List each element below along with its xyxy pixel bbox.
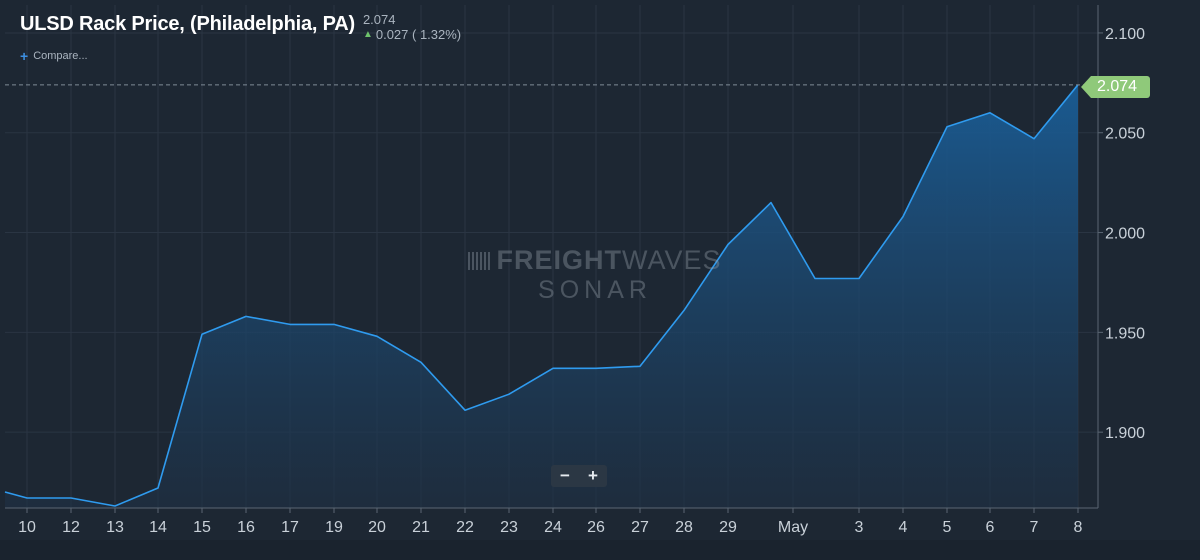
last-price-tag: 2.074 <box>1081 76 1150 98</box>
y-tick-label: 2.100 <box>1105 26 1145 43</box>
zoom-controls: − + <box>551 465 607 487</box>
last-price: 2.074 <box>362 12 396 27</box>
price-change: ▲ 0.027 ( 1.32%) <box>363 27 461 42</box>
quote-box: 2.074 ▲ 0.027 ( 1.32%) <box>363 12 461 42</box>
up-arrow-icon: ▲ <box>362 29 373 40</box>
zoom-out-button[interactable]: − <box>560 466 570 485</box>
chart-header: ULSD Rack Price, (Philadelphia, PA) 2.07… <box>20 10 461 42</box>
x-tick-label: 13 <box>106 519 124 536</box>
x-tick-label: 12 <box>62 519 80 536</box>
x-tick-label: 24 <box>544 519 562 536</box>
x-tick-label: 28 <box>675 519 693 536</box>
x-tick-label: 22 <box>456 519 474 536</box>
zoom-in-button[interactable]: + <box>588 466 598 485</box>
x-tick-label: 7 <box>1030 519 1039 536</box>
x-tick-label: 19 <box>325 519 343 536</box>
y-tick-label: 2.000 <box>1105 226 1145 243</box>
x-tick-label: 21 <box>412 519 430 536</box>
x-tick-label: 15 <box>193 519 211 536</box>
x-tick-label: 4 <box>899 519 908 536</box>
y-tick-label: 1.950 <box>1105 325 1145 342</box>
x-tick-label: 27 <box>631 519 649 536</box>
x-tick-label: 3 <box>855 519 864 536</box>
plus-icon: + <box>20 48 29 64</box>
bottom-bar <box>0 540 1200 560</box>
chart-title: ULSD Rack Price, (Philadelphia, PA) <box>20 13 355 35</box>
x-tick-label: 20 <box>368 519 386 536</box>
x-tick-label: 29 <box>719 519 737 536</box>
y-tick-label: 1.900 <box>1105 425 1145 442</box>
x-tick-label: 23 <box>500 519 518 536</box>
y-tick-label: 2.050 <box>1105 126 1145 143</box>
compare-label: Compare... <box>33 50 88 62</box>
series-area <box>5 84 1078 509</box>
series-line <box>4 84 1079 507</box>
x-tick-label: 10 <box>18 519 36 536</box>
x-tick-label: 6 <box>986 519 995 536</box>
x-tick-label: 8 <box>1074 519 1083 536</box>
x-tick-label: 14 <box>149 519 167 536</box>
x-tick-label: 26 <box>587 519 605 536</box>
x-tick-label: 17 <box>281 519 299 536</box>
compare-button[interactable]: + Compare... <box>20 48 88 64</box>
x-tick-label: May <box>778 519 808 536</box>
x-tick-label: 16 <box>237 519 255 536</box>
change-value: 0.027 ( 1.32%) <box>375 27 462 42</box>
x-tick-label: 5 <box>943 519 952 536</box>
